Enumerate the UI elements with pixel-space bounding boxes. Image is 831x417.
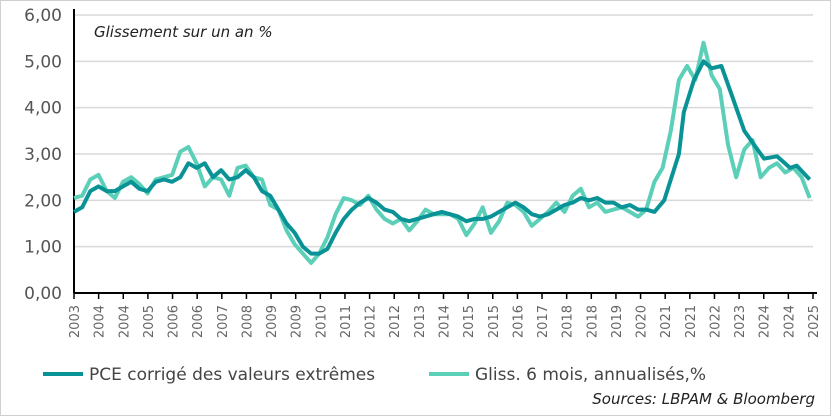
x-tick-label: 2020	[635, 305, 650, 338]
source-note: Sources: LBPAM & Bloomberg	[592, 390, 815, 408]
x-tick-label: 2021	[659, 305, 674, 338]
y-tick-label: 1,00	[24, 238, 62, 258]
x-tick-label: 2015	[487, 305, 502, 338]
x-tick-label: 2011	[339, 305, 354, 338]
x-tick-label: 2007	[216, 305, 231, 338]
x-tick-label: 2012	[364, 305, 379, 338]
x-tick-label: 2022	[708, 305, 723, 338]
y-tick-label: 0,00	[24, 284, 62, 304]
chart-title: Glissement sur un an %	[94, 23, 273, 41]
x-tick-label: 2023	[733, 305, 748, 338]
x-tick-label: 2018	[561, 305, 576, 338]
x-tick-label: 2019	[610, 305, 625, 338]
series-line-pce	[73, 59, 812, 256]
x-tick-label: 2017	[536, 305, 551, 338]
x-tick-label: 2005	[142, 305, 157, 338]
x-tick-label: 2013	[413, 305, 428, 338]
x-tick-label: 2021	[684, 305, 699, 338]
x-tick-label: 2010	[314, 305, 329, 338]
x-tick-label: 2003	[68, 305, 83, 338]
x-tick-label: 2006	[191, 305, 206, 338]
y-tick-label: 5,00	[24, 52, 62, 72]
x-tick-label: 2009	[265, 305, 280, 338]
y-tick-label: 2,00	[24, 191, 62, 211]
x-tick-label: 2012	[388, 305, 403, 338]
x-tick-label: 2025	[807, 305, 822, 338]
legend-label-6m: Gliss. 6 mois, annualisés,%	[475, 365, 706, 385]
x-tick-label: 2009	[290, 305, 305, 338]
y-tick-label: 3,00	[24, 145, 62, 165]
x-tick-label: 2015	[462, 305, 477, 338]
legend-label-pce: PCE corrigé des valeurs extrêmes	[89, 365, 375, 385]
x-tick-label: 2004	[93, 305, 108, 338]
x-tick-label: 2024	[782, 305, 797, 338]
x-tick-label: 2004	[117, 305, 132, 338]
x-tick-label: 2014	[438, 305, 453, 338]
x-tick-label: 2008	[240, 305, 255, 338]
x-tick-label: 2018	[585, 305, 600, 338]
legend: PCE corrigé des valeurs extrêmes Gliss. …	[43, 365, 706, 385]
y-tick-label: 4,00	[24, 99, 62, 119]
series-line-6m	[73, 40, 812, 265]
x-tick-label: 2024	[758, 305, 773, 338]
y-tick-label: 6,00	[24, 6, 62, 26]
x-tick-label: 2006	[167, 305, 182, 338]
x-tick-label: 2016	[511, 305, 526, 338]
